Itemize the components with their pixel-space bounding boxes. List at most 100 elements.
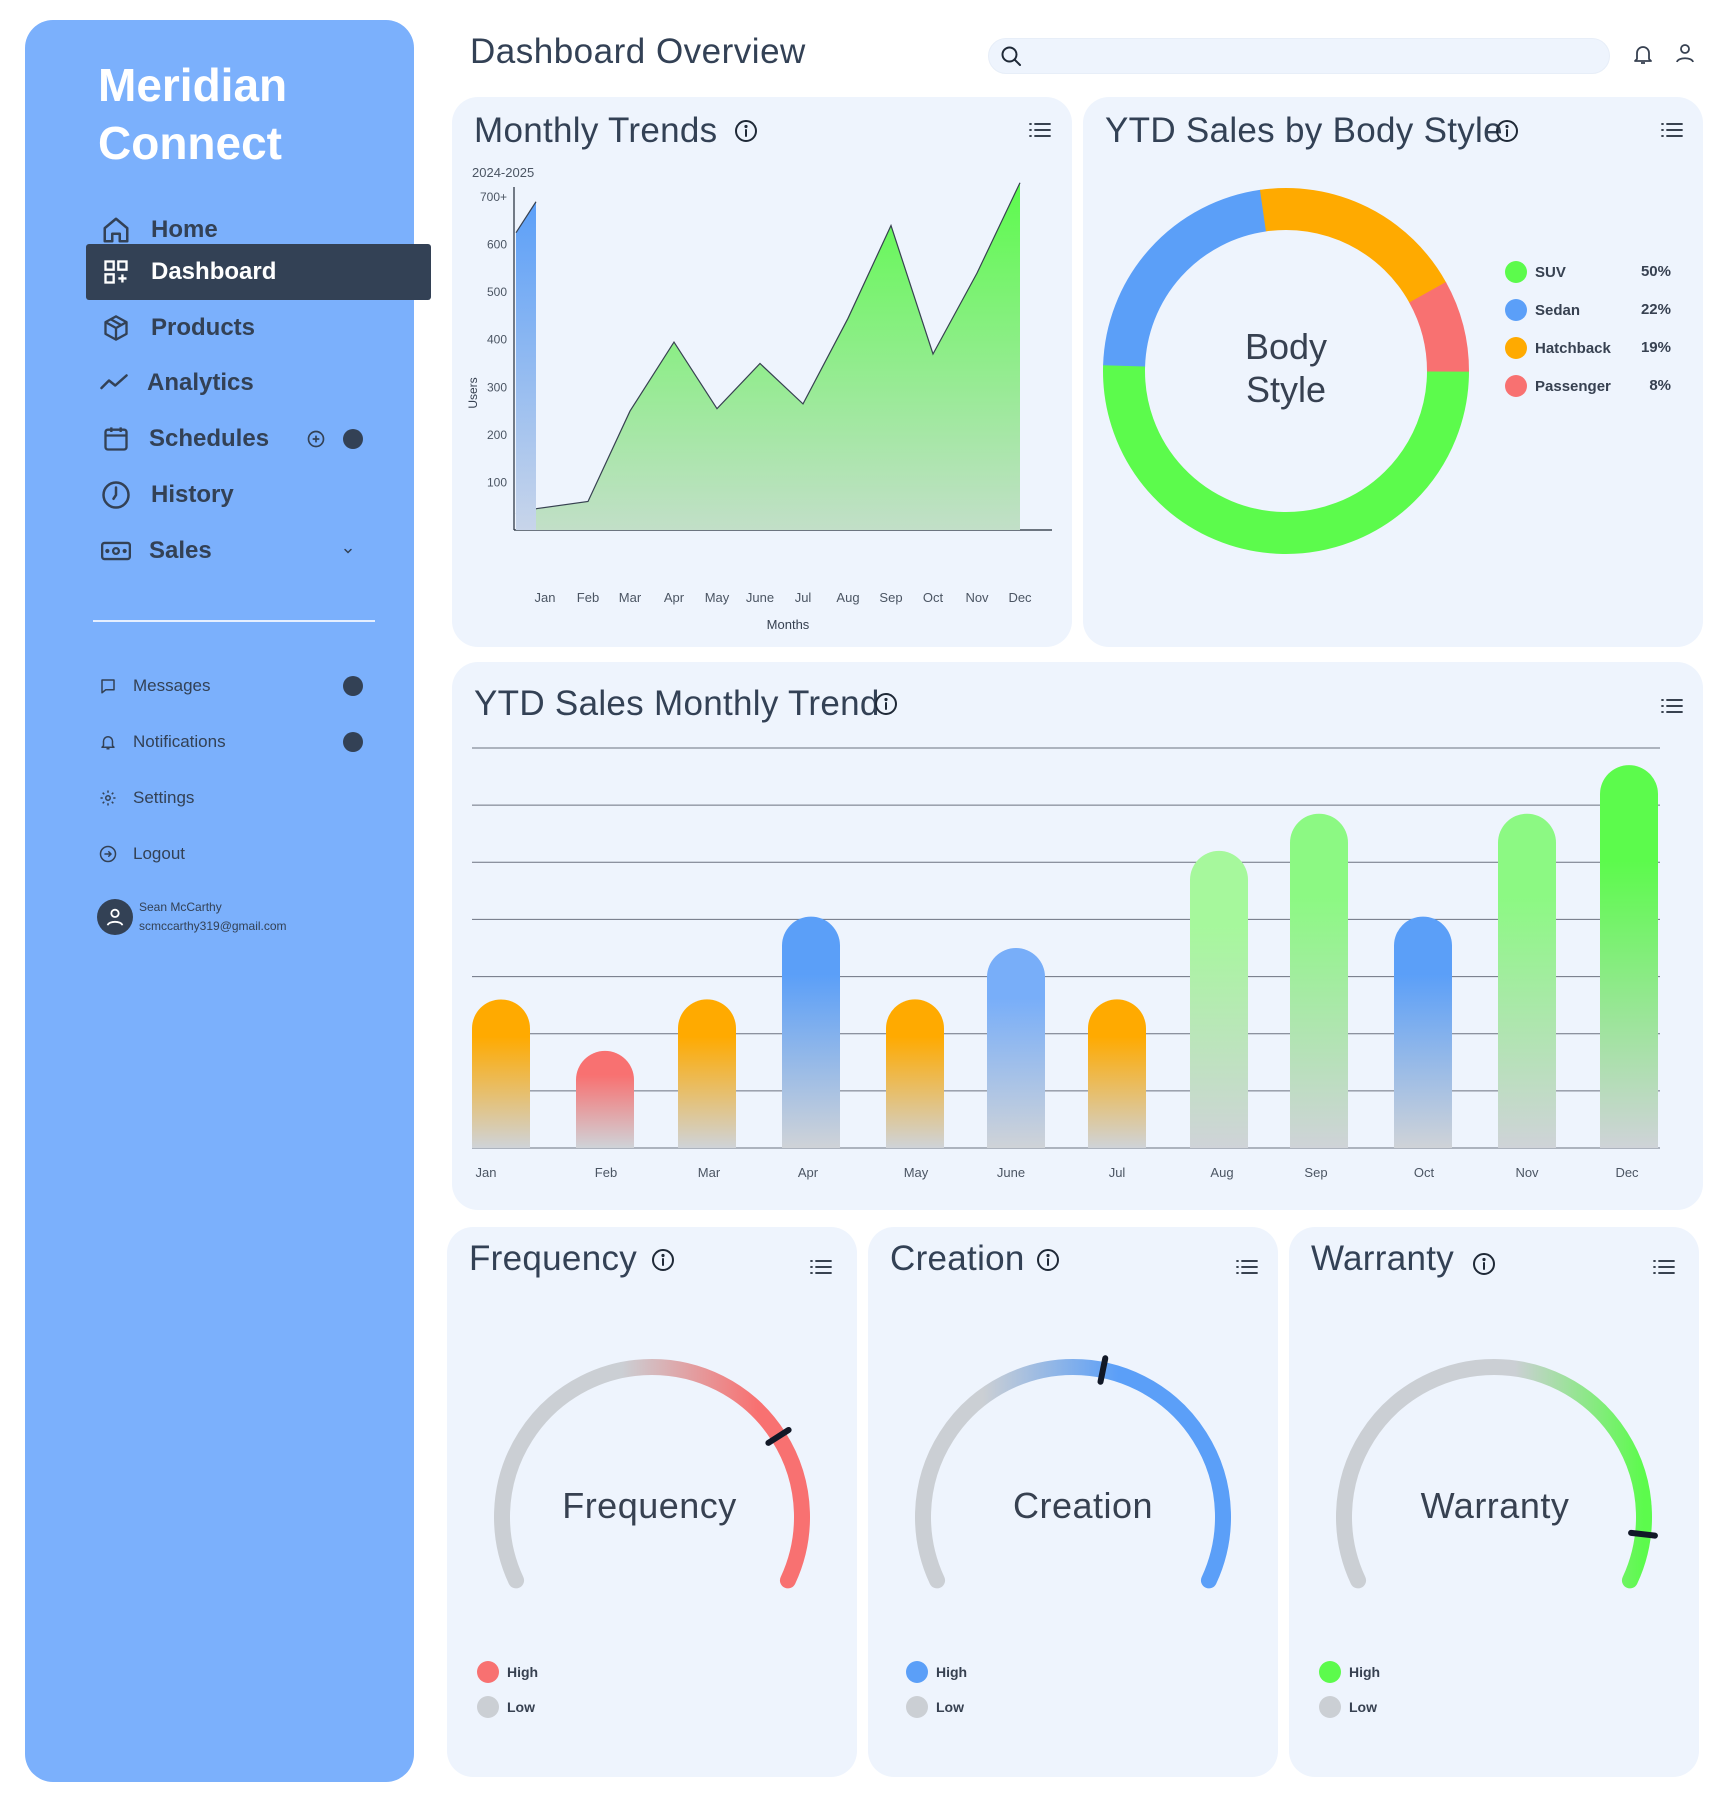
avatar [97,899,133,935]
gauge-track [915,1359,1231,1589]
y-tick-label: 700+ [480,190,507,204]
y-tick-label: 200 [487,428,507,442]
x-tick-label: May [705,590,730,605]
sidebar-item-dashboard[interactable]: Dashboard [86,244,431,300]
sidebar-item-logout[interactable]: Logout [97,839,185,869]
jan-spike [516,201,536,530]
legend-label: Low [936,1699,964,1715]
messages-badge [343,676,363,696]
sidebar-item-products[interactable]: Products [85,300,255,356]
info-icon[interactable] [1472,1252,1496,1281]
legend-dot [906,1696,928,1718]
search-icon [999,44,1023,73]
info-icon[interactable] [874,692,898,721]
search-input[interactable] [988,38,1610,74]
card-title: YTD Sales by Body Style [1105,111,1503,150]
sidebar-item-messages[interactable]: Messages [97,671,210,701]
bar-jul [1088,999,1146,1148]
sidebar-item-label: Settings [133,788,195,807]
monthly-trends-chart: 100 200 300 400 500 600 700+ Jan Feb Mar Apr May Jun… [466,182,1052,632]
donut-center-line1: Body [1245,326,1327,367]
legend-value: 50% [1640,263,1671,280]
sidebar-item-schedules[interactable]: Schedules [85,411,269,467]
menu-list-icon[interactable] [1661,121,1683,144]
jan-spike-line [515,201,537,234]
x-tick-label: Jan [476,1165,497,1180]
sidebar-item-analytics[interactable]: Analytics [85,355,254,411]
menu-list-icon[interactable] [1029,121,1051,144]
chevron-down-icon[interactable] [342,544,354,562]
info-icon[interactable] [1036,1248,1060,1277]
legend-dot [477,1661,499,1683]
sidebar-item-sales[interactable]: Sales [85,523,212,579]
gauge-track [494,1359,810,1589]
x-tick-label: Feb [595,1165,617,1180]
sidebar-item-notifications[interactable]: Notifications [97,727,226,757]
legend-label: High [936,1664,968,1680]
sidebar-item-label: Logout [133,844,185,863]
bell-icon[interactable] [1631,41,1655,72]
menu-list-icon[interactable] [1653,1258,1675,1281]
gauge-label: Frequency [562,1485,737,1526]
legend-low: Low [1319,1696,1377,1718]
brand-logo-text: Meridian Connect [98,59,288,169]
legend-item-sedan: Sedan [1505,299,1580,321]
sidebar-item-label: History [151,481,234,508]
x-tick-label: Jul [1109,1165,1126,1180]
x-axis-label: Months [767,617,810,632]
ytd-bar-chart: Jan Feb Mar Apr May June Jul Aug Sep Oct Nov Dec [472,747,1660,1180]
bar-nov [1498,813,1556,1148]
card-title: Creation [890,1239,1025,1278]
frequency-card: Frequency Frequency High Low [447,1227,857,1777]
card-title: YTD Sales Monthly Trend [474,684,880,723]
bar-may [886,999,944,1148]
legend-high: High [477,1661,538,1683]
body-style-card: YTD Sales by Body Style Body Style SUV 50… [1083,97,1703,647]
notifications-badge [343,732,363,752]
sidebar-item-label: Schedules [149,425,270,452]
legend-item-suv: SUV [1505,261,1566,283]
legend-low: Low [477,1696,535,1718]
bar-june [987,948,1045,1148]
legend-item-hatchback: Hatchback [1505,337,1611,359]
user-profile[interactable]: Sean McCarthy scmccarthy319@gmail.com [97,898,287,936]
creation-gauge [915,1355,1231,1589]
x-tick-label: Jul [795,590,812,605]
bar-dec [1600,765,1658,1148]
legend-label: Low [507,1699,535,1715]
menu-list-icon[interactable] [1236,1258,1258,1281]
monthly-trends-card: Monthly Trends 2024-2025 100 200 300 400 500… [452,97,1072,647]
card-title: Warranty [1311,1239,1455,1278]
legend-dot [906,1661,928,1683]
x-tick-label: Jan [535,590,556,605]
menu-list-icon[interactable] [1661,697,1683,720]
donut-center-line2: Style [1246,369,1326,410]
legend-dot [1319,1696,1341,1718]
info-icon[interactable] [734,119,758,148]
x-tick-label: Apr [798,1165,819,1180]
bar-sep [1290,813,1348,1148]
y-tick-label: 400 [487,333,507,347]
sidebar-item-settings[interactable]: Settings [97,783,194,813]
info-icon[interactable] [1495,119,1519,148]
legend-low: Low [906,1696,964,1718]
donut-slice-suv [1103,364,1469,554]
info-icon[interactable] [651,1248,675,1277]
x-tick-label: Mar [698,1165,721,1180]
sidebar-item-label: Dashboard [151,258,277,285]
x-tick-label: Sep [1304,1165,1327,1180]
x-tick-label: May [904,1165,929,1180]
legend-dot [1505,375,1527,397]
x-tick-label: June [746,590,774,605]
user-icon[interactable] [1673,40,1697,71]
card-title: Frequency [469,1239,638,1278]
menu-list-icon[interactable] [810,1258,832,1281]
legend-label: High [507,1664,539,1680]
x-tick-label: Oct [923,590,944,605]
bar-jan [472,999,530,1148]
add-schedule-icon[interactable] [306,429,326,454]
sidebar-item-home[interactable]: Home [85,202,218,258]
sidebar-item-label: Sales [149,537,212,564]
sidebar-item-history[interactable]: History [85,467,234,523]
legend-high: High [906,1661,967,1683]
